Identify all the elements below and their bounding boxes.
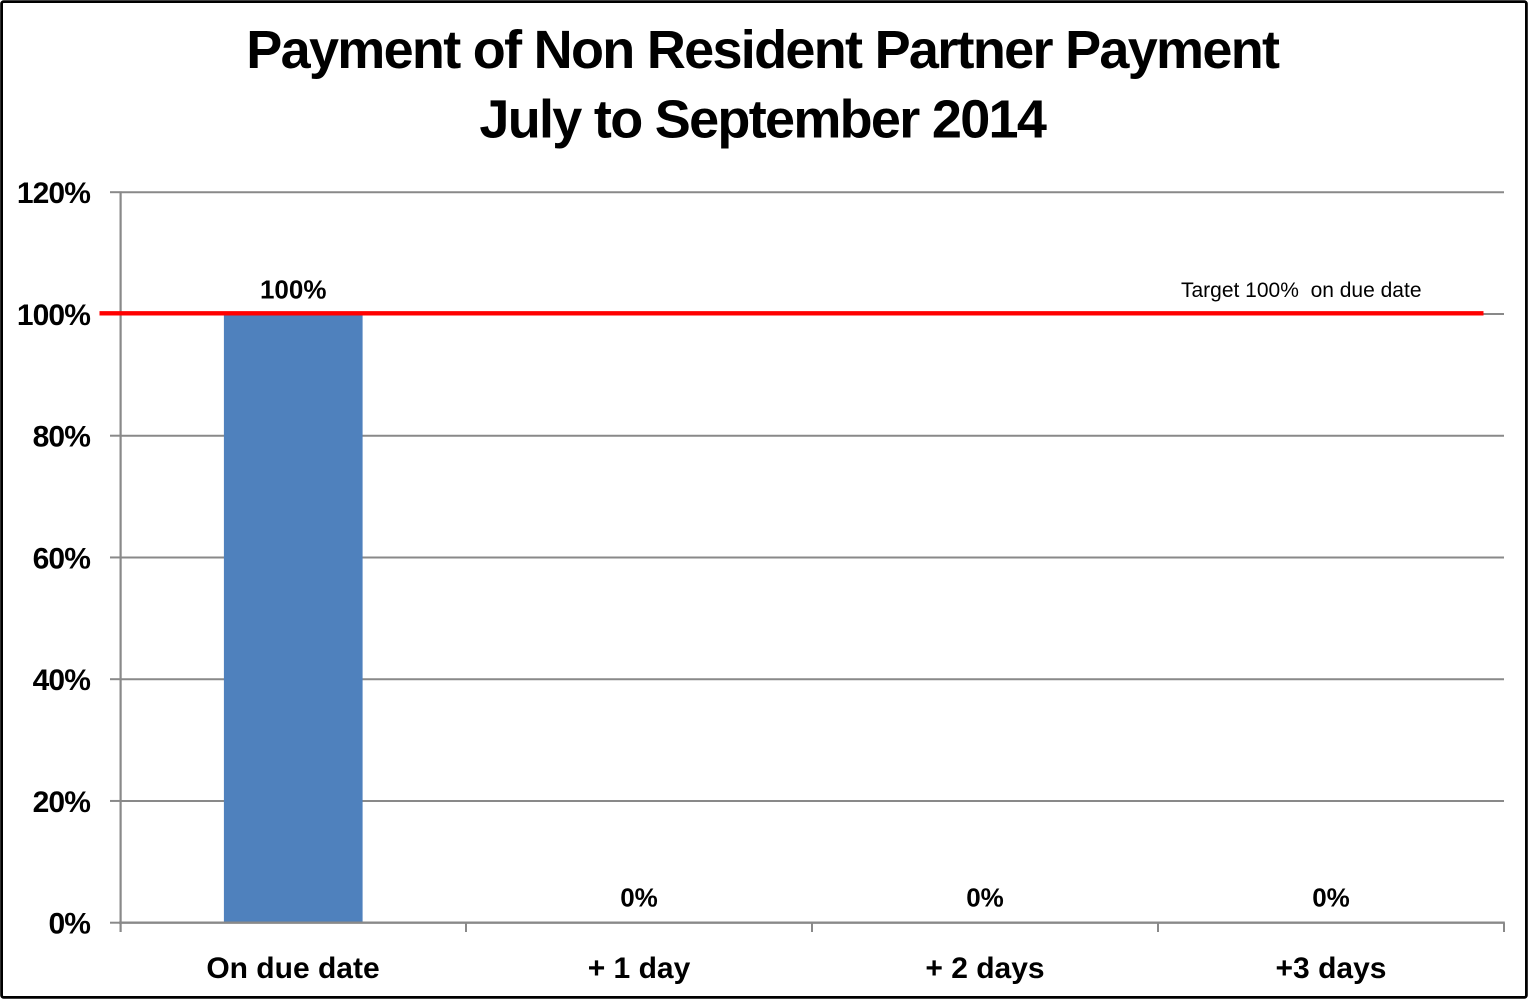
svg-text:July to September 2014: July to September 2014 [479,89,1047,149]
svg-text:20%: 20% [33,786,91,819]
svg-text:+ 1 day: + 1 day [588,952,691,985]
svg-text:+ 2 days: + 2 days [925,952,1044,985]
svg-text:0%: 0% [620,882,658,912]
svg-text:40%: 40% [33,664,91,697]
svg-text:80%: 80% [33,421,91,454]
svg-text:Payment of Non Resident Partne: Payment of Non Resident Partner Payment [246,20,1280,80]
svg-text:On due date: On due date [206,952,379,985]
svg-text:0%: 0% [48,908,90,941]
svg-text:+3 days: +3 days [1276,952,1387,985]
svg-text:120%: 120% [17,177,90,210]
svg-text:100%: 100% [17,299,90,332]
svg-text:60%: 60% [33,542,91,575]
svg-text:Target 100% on due date: Target 100% on due date [1181,279,1422,302]
svg-text:0%: 0% [1312,882,1350,912]
svg-text:0%: 0% [966,882,1004,912]
svg-text:100%: 100% [260,275,327,305]
